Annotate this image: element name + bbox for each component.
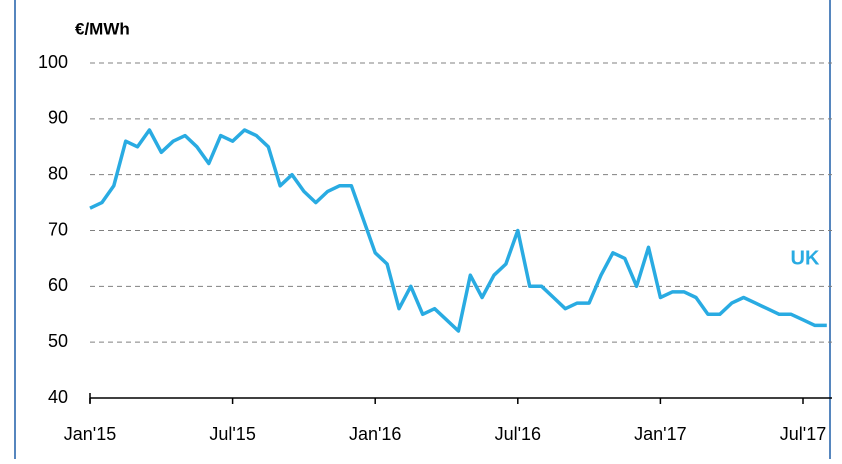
x-tick-label: Jul'15 xyxy=(209,424,255,444)
data-line xyxy=(89,128,827,333)
x-tick-label: Jan'15 xyxy=(64,424,116,444)
y-tick-label: 100 xyxy=(38,52,68,72)
y-tick-label: 80 xyxy=(48,163,68,183)
x-tick-label: Jan'16 xyxy=(349,424,401,444)
series-annotation: UK xyxy=(791,247,820,269)
x-tick-label: Jan'17 xyxy=(634,424,686,444)
y-tick-label: 70 xyxy=(48,219,68,239)
y-tick-label: 40 xyxy=(48,387,68,407)
y-tick-label: 90 xyxy=(48,108,68,128)
y-tick-label: 60 xyxy=(48,275,68,295)
y-tick-label: 50 xyxy=(48,331,68,351)
x-tick-label: Jul'17 xyxy=(780,424,826,444)
y-axis-label: €/MWh xyxy=(75,19,130,38)
x-tick-label: Jul'16 xyxy=(495,424,541,444)
